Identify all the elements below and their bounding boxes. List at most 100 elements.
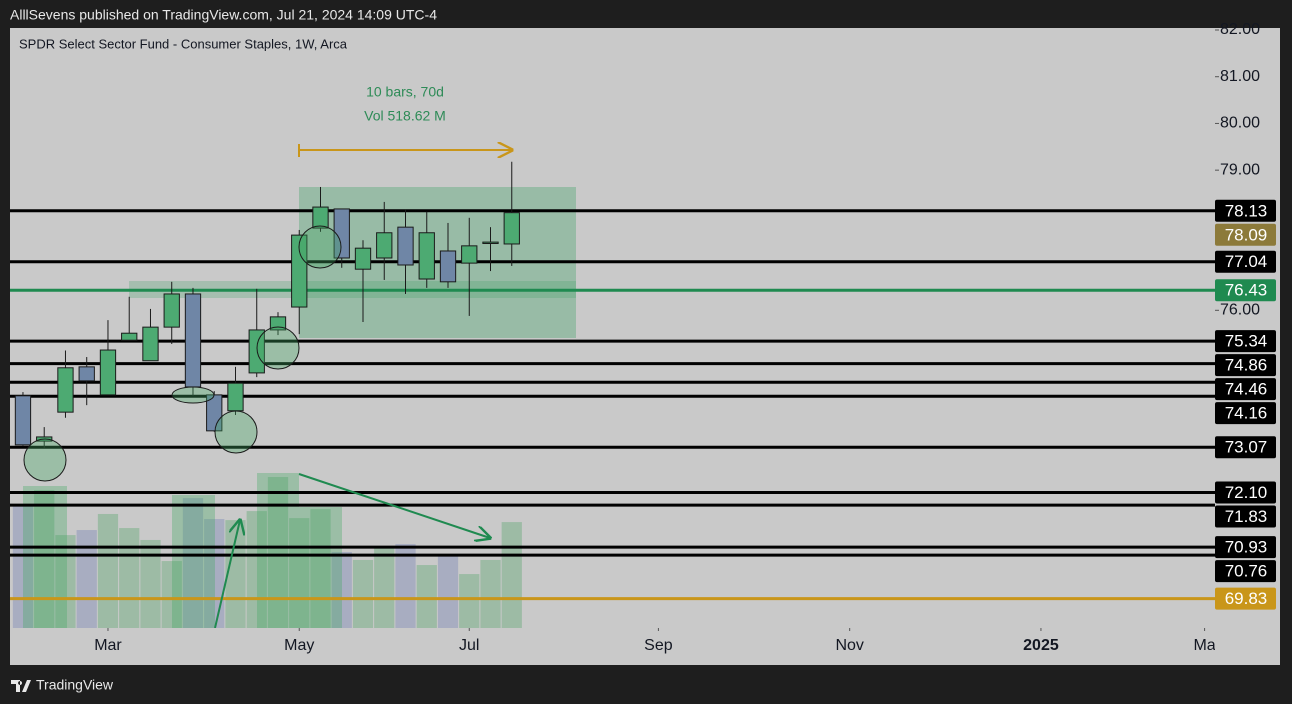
candle-body bbox=[482, 241, 499, 245]
volume-bar bbox=[416, 565, 437, 628]
candle-body bbox=[291, 234, 308, 308]
price-label: 78.09 bbox=[1225, 225, 1268, 244]
x-tick-label: Nov bbox=[835, 637, 863, 654]
price-label: 69.83 bbox=[1225, 589, 1268, 608]
x-tick-label: Jul bbox=[459, 637, 479, 654]
price-label: 72.10 bbox=[1225, 483, 1268, 502]
ellipse bbox=[256, 326, 300, 370]
x-tick-label: May bbox=[284, 637, 314, 654]
candle-body bbox=[184, 293, 202, 388]
candle-body bbox=[99, 349, 117, 396]
volume-bar bbox=[352, 559, 374, 628]
ellipse bbox=[23, 438, 67, 482]
price-label-box bbox=[1215, 378, 1276, 401]
ellipse bbox=[298, 225, 342, 269]
candles-layer bbox=[14, 161, 520, 449]
price-label-box bbox=[1215, 505, 1276, 528]
price-label-box bbox=[1215, 279, 1276, 302]
price-label: 76.43 bbox=[1225, 281, 1268, 300]
candle-body bbox=[121, 332, 138, 341]
price-label: 77.04 bbox=[1225, 252, 1268, 271]
volume-bar bbox=[97, 513, 119, 628]
publisher: AlllSevens published on TradingView.com,… bbox=[10, 7, 437, 23]
y-tick-label: 76.00 bbox=[1220, 302, 1260, 319]
x-tick-label: Sep bbox=[644, 637, 673, 654]
plot: 10 bars, 70d Vol 518.62 M SPDR Select Se… bbox=[10, 36, 1215, 628]
candle-body bbox=[418, 232, 435, 280]
candle-body bbox=[57, 367, 74, 413]
ellipses bbox=[23, 225, 342, 482]
price-label-box bbox=[1215, 436, 1276, 459]
price-label: 70.93 bbox=[1225, 538, 1268, 557]
volume-bar bbox=[161, 561, 182, 628]
volume-bar bbox=[480, 559, 501, 628]
arrow bbox=[214, 520, 240, 628]
volume-bar bbox=[289, 518, 310, 628]
y-tick-label: 81.00 bbox=[1220, 68, 1260, 85]
levels-layer bbox=[10, 209, 1215, 601]
candle-body bbox=[461, 245, 478, 264]
volume-bar bbox=[76, 530, 97, 628]
volume-bar bbox=[34, 489, 55, 628]
candle-body bbox=[333, 208, 350, 259]
price-label-box bbox=[1215, 354, 1276, 377]
price-label-box bbox=[1215, 330, 1276, 353]
volume-highlight bbox=[23, 486, 67, 628]
volume-highlight bbox=[257, 473, 299, 628]
x-axis: Mar May Jul Sep Nov 2025 Ma bbox=[94, 628, 1215, 654]
price-label-box bbox=[1215, 560, 1276, 583]
volume-bar bbox=[437, 555, 459, 628]
y-tick-label: 80.00 bbox=[1220, 115, 1260, 132]
candle-body bbox=[503, 212, 520, 245]
volume-bar bbox=[140, 539, 161, 628]
price-label-box bbox=[1215, 587, 1276, 610]
volume-bar bbox=[459, 574, 480, 628]
volume-bar bbox=[119, 528, 140, 628]
volume-highlight bbox=[299, 507, 342, 628]
price-label-box bbox=[1215, 481, 1276, 504]
x-tick-label: Ma bbox=[1193, 637, 1215, 654]
candle-body bbox=[227, 382, 244, 412]
price-label-box bbox=[1215, 402, 1276, 425]
price-labels: 78.13 78.09 77.04 76.43 75.34 74.86 74.46 74.16… bbox=[1215, 199, 1276, 610]
brand-name: TradingView bbox=[36, 677, 114, 693]
ellipse bbox=[214, 410, 258, 454]
volume-bar bbox=[267, 477, 289, 628]
volume-bar bbox=[182, 498, 204, 628]
candle-body bbox=[397, 226, 414, 266]
candle-body bbox=[248, 329, 265, 374]
volume-highlight bbox=[172, 495, 215, 628]
volume-bar bbox=[374, 546, 395, 628]
y-tick-label: 82.00 bbox=[1220, 21, 1260, 38]
candle-body bbox=[78, 366, 95, 382]
annotation: Vol 518.62 M bbox=[364, 108, 446, 124]
volume-bar bbox=[395, 544, 416, 628]
chart-title: SPDR Select Sector Fund - Consumer Stapl… bbox=[19, 36, 348, 51]
x-tick-label: 2025 bbox=[1023, 637, 1059, 654]
candle-body bbox=[14, 395, 32, 446]
candle-body bbox=[312, 206, 329, 229]
price-label: 70.76 bbox=[1225, 562, 1268, 581]
price-label-box bbox=[1215, 199, 1276, 222]
price-label: 71.83 bbox=[1225, 507, 1268, 526]
price-label-box bbox=[1215, 250, 1276, 273]
price-label: 74.86 bbox=[1225, 356, 1268, 375]
candle-body bbox=[354, 247, 372, 270]
arrow bbox=[298, 473, 490, 538]
annotation: 10 bars, 70d bbox=[366, 84, 444, 100]
candle-body bbox=[269, 316, 287, 331]
brand: TradingView bbox=[11, 677, 114, 693]
x-tick-label: Mar bbox=[94, 637, 122, 654]
price-label: 75.34 bbox=[1225, 332, 1268, 351]
y-axis: 82.00 81.00 80.00 79.00 76.00 bbox=[1215, 21, 1260, 319]
volume-bar bbox=[501, 522, 522, 628]
volume-bar bbox=[55, 535, 76, 628]
price-label-box bbox=[1215, 223, 1276, 246]
volume-bar bbox=[331, 552, 352, 628]
y-tick-label: 79.00 bbox=[1220, 161, 1260, 178]
price-label: 73.07 bbox=[1225, 438, 1268, 457]
price-label-box bbox=[1215, 536, 1276, 559]
candle-body bbox=[163, 293, 180, 328]
candle-body bbox=[439, 250, 457, 283]
price-label: 74.46 bbox=[1225, 380, 1268, 399]
